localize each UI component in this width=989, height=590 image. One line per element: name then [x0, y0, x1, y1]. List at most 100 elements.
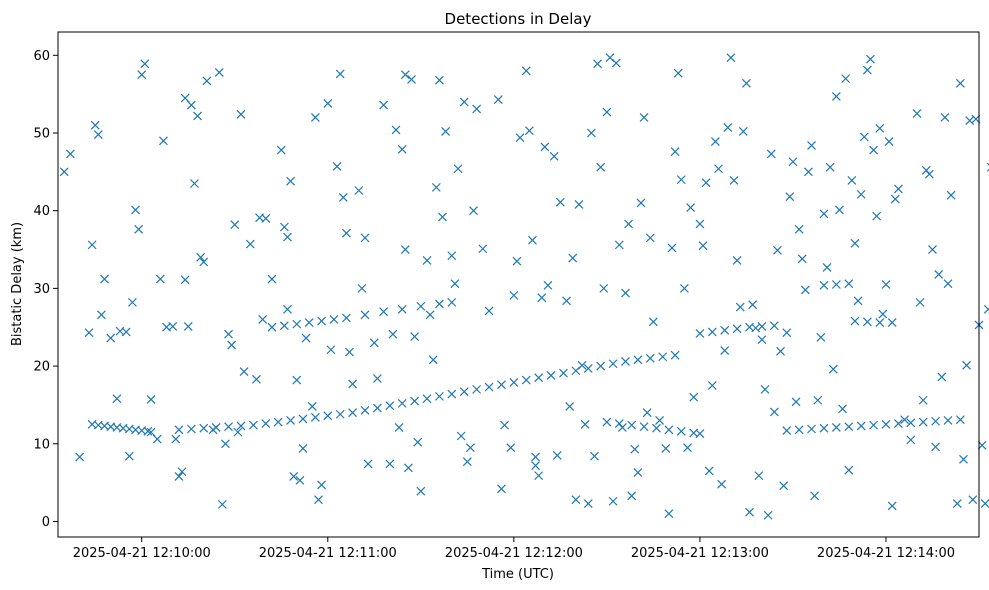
- data-point: [627, 420, 637, 430]
- data-point: [434, 391, 444, 401]
- data-point: [943, 416, 953, 425]
- data-point: [670, 147, 680, 157]
- data-point: [766, 149, 776, 159]
- data-point: [943, 279, 953, 289]
- data-point: [326, 345, 336, 355]
- x-tick-label: 2025-04-21 12:12:00: [445, 546, 583, 561]
- data-point: [782, 426, 792, 435]
- data-point: [131, 205, 140, 215]
- data-point: [918, 417, 928, 427]
- data-point: [794, 224, 804, 234]
- data-point: [497, 484, 506, 494]
- data-point: [642, 408, 652, 418]
- data-point: [819, 423, 829, 433]
- data-point: [862, 317, 872, 327]
- data-point: [512, 256, 522, 266]
- y-tick-label: 0: [42, 515, 50, 530]
- data-point: [506, 443, 516, 453]
- data-point: [717, 479, 727, 489]
- data-point: [859, 132, 869, 142]
- data-point: [283, 232, 292, 242]
- data-point: [807, 141, 816, 150]
- data-point: [813, 395, 823, 405]
- data-point: [608, 359, 618, 369]
- data-point: [397, 144, 407, 154]
- data-point: [186, 424, 196, 434]
- data-point: [298, 414, 308, 424]
- data-point: [252, 374, 261, 384]
- data-point: [822, 262, 832, 272]
- data-point: [100, 274, 109, 284]
- data-point: [583, 363, 593, 373]
- data-point: [484, 306, 494, 316]
- data-point: [937, 372, 947, 382]
- data-point: [134, 224, 144, 234]
- data-point: [447, 251, 457, 261]
- data-point: [831, 92, 841, 101]
- data-point: [279, 222, 289, 232]
- data-point: [202, 76, 212, 86]
- data-point: [946, 190, 956, 200]
- data-point: [87, 240, 97, 250]
- data-point: [621, 356, 630, 366]
- data-point: [754, 471, 764, 481]
- data-point: [292, 319, 302, 329]
- data-point: [720, 325, 730, 335]
- data-point: [676, 175, 686, 185]
- data-point: [137, 70, 147, 80]
- data-point: [146, 395, 156, 404]
- y-axis-ticks: 0 10 20 30 40 50 60: [33, 49, 58, 530]
- data-point: [714, 164, 723, 174]
- data-point: [397, 304, 407, 314]
- data-point: [372, 403, 382, 413]
- data-point: [140, 59, 150, 69]
- y-axis-label: Bistatic Delay (km): [10, 222, 25, 346]
- data-point: [776, 346, 785, 356]
- data-point: [190, 179, 199, 188]
- data-point: [819, 209, 829, 219]
- data-point: [856, 189, 866, 199]
- data-point: [534, 373, 544, 383]
- data-point: [831, 423, 841, 432]
- data-point: [698, 241, 708, 251]
- data-point: [298, 444, 308, 453]
- y-tick-label: 20: [33, 360, 50, 375]
- data-point: [586, 128, 596, 138]
- data-point: [785, 192, 795, 202]
- data-point: [531, 461, 540, 470]
- data-point: [422, 255, 432, 265]
- data-point: [667, 243, 677, 253]
- data-point: [627, 491, 637, 501]
- data-point: [360, 233, 370, 243]
- data-point: [236, 421, 246, 431]
- data-point: [835, 205, 844, 215]
- data-point: [174, 425, 184, 435]
- data-point: [261, 419, 271, 428]
- data-point: [872, 211, 882, 221]
- data-point: [810, 491, 820, 501]
- data-point: [469, 206, 478, 216]
- data-point: [323, 411, 333, 421]
- data-point: [394, 423, 404, 432]
- data-point: [652, 423, 661, 433]
- data-point: [968, 495, 978, 505]
- data-point: [310, 113, 320, 122]
- data-point: [363, 459, 373, 469]
- data-point: [769, 407, 779, 417]
- data-point: [354, 186, 364, 195]
- data-point: [329, 315, 339, 324]
- data-point: [757, 335, 767, 345]
- data-point: [726, 53, 736, 63]
- data-point: [952, 499, 962, 509]
- data-point: [447, 297, 457, 307]
- data-point: [521, 66, 531, 76]
- data-point: [317, 480, 327, 490]
- data-point: [912, 109, 922, 119]
- data-point: [267, 274, 277, 284]
- data-point: [816, 332, 826, 342]
- data-point: [590, 451, 599, 461]
- x-tick-label: 2025-04-21 12:10:00: [73, 546, 211, 561]
- data-point: [360, 310, 370, 320]
- data-point: [357, 283, 367, 293]
- data-point: [400, 245, 410, 254]
